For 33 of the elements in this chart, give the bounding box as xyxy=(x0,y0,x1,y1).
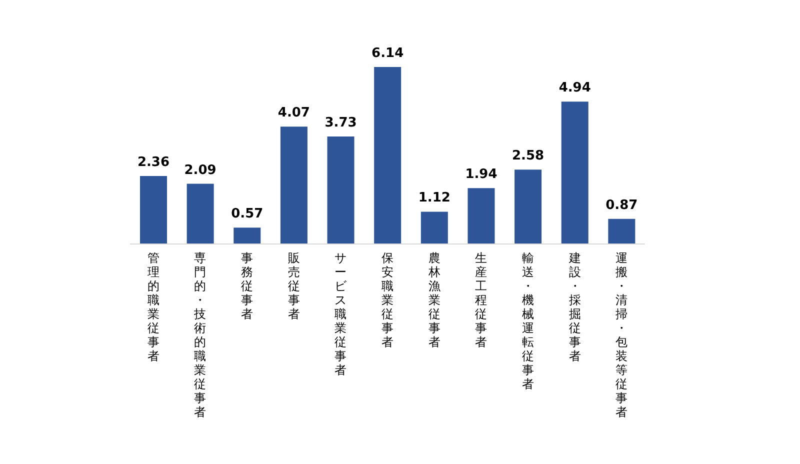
x-tick-label: 建設・採掘従事者 xyxy=(568,251,581,363)
category-label: 輸送・機械運転従事者 xyxy=(522,251,534,391)
category-label: 専門的・技術的職業従事者 xyxy=(194,251,206,419)
x-tick-label: 管理的職業従事者 xyxy=(147,251,160,363)
category-label: サービス職業従事者 xyxy=(334,251,347,377)
x-tick-label: 農林漁業従事者 xyxy=(427,251,440,349)
category-label: 運搬・清掃・包装等従事者 xyxy=(616,251,628,419)
bar xyxy=(420,212,448,244)
bar xyxy=(140,176,167,244)
data-label: 6.14 xyxy=(372,46,404,61)
data-label: 2.58 xyxy=(512,148,544,164)
data-label: 1.12 xyxy=(418,190,450,206)
data-label: 0.87 xyxy=(606,198,638,213)
data-label: 1.94 xyxy=(465,167,498,182)
x-tick-label: 販売従事者 xyxy=(288,251,300,321)
bar xyxy=(514,170,542,244)
data-label: 4.07 xyxy=(278,106,310,121)
data-label: 2.09 xyxy=(184,162,216,178)
x-tick-label: 生産工程従事者 xyxy=(475,251,488,349)
data-label: 2.36 xyxy=(137,154,170,170)
x-tick-label: 事務従事者 xyxy=(241,251,254,321)
bar xyxy=(186,184,214,244)
data-label: 3.73 xyxy=(324,115,357,130)
data-label: 4.94 xyxy=(558,80,591,96)
bar xyxy=(280,126,308,244)
x-tick-label: 保安職業従事者 xyxy=(382,251,394,349)
bar xyxy=(608,218,636,244)
data-label: 0.57 xyxy=(231,206,264,222)
bar xyxy=(561,102,588,244)
bar xyxy=(468,188,495,244)
bar xyxy=(374,67,402,244)
bar xyxy=(234,228,261,244)
bar xyxy=(327,136,354,244)
